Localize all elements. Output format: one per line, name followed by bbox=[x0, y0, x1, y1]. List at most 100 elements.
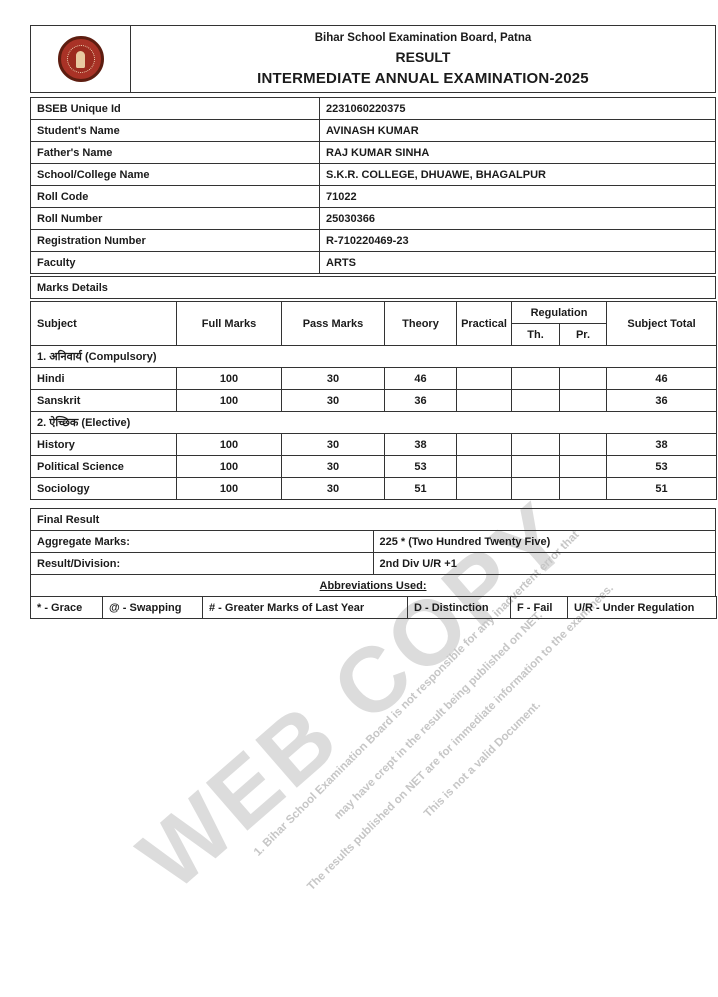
field-label-bseb-unique-id: BSEB Unique Id bbox=[30, 97, 320, 120]
full-marks-value: 100 bbox=[176, 389, 282, 412]
regulation-pr-value bbox=[559, 367, 607, 390]
regulation-pr-value bbox=[559, 477, 607, 500]
regulation-th-value bbox=[511, 455, 560, 478]
section-title-row: 2. ऐच्छिक (Elective) bbox=[30, 411, 717, 434]
exam-title: INTERMEDIATE ANNUAL EXAMINATION-2025 bbox=[257, 69, 589, 87]
field-value-roll-number: 25030366 bbox=[319, 207, 716, 230]
subject-total-value: 51 bbox=[606, 477, 717, 500]
logo-cell bbox=[31, 26, 131, 92]
section-gap bbox=[30, 500, 716, 508]
marks-row: History 100 30 38 38 bbox=[30, 433, 717, 456]
student-row: Faculty ARTS bbox=[30, 251, 716, 274]
subject-total-value: 38 bbox=[606, 433, 717, 456]
col-header-regulation: Regulation bbox=[511, 301, 607, 324]
pass-marks-value: 30 bbox=[281, 367, 385, 390]
section-title-row: 1. अनिवार्य (Compulsory) bbox=[30, 345, 717, 368]
aggregate-marks-value: 225 * (Two Hundred Twenty Five) bbox=[372, 530, 716, 553]
final-result-table: Final Result Aggregate Marks: 225 * (Two… bbox=[30, 508, 716, 597]
theory-value: 46 bbox=[384, 367, 457, 390]
section-title-compulsory: 1. अनिवार्य (Compulsory) bbox=[30, 345, 717, 368]
subject-name: Sanskrit bbox=[30, 389, 177, 412]
subject-name: Political Science bbox=[30, 455, 177, 478]
marks-row: Political Science 100 30 53 53 bbox=[30, 455, 717, 478]
subject-name: Sociology bbox=[30, 477, 177, 500]
subject-name: History bbox=[30, 433, 177, 456]
abbr-grace: * - Grace bbox=[30, 596, 103, 619]
col-header-practical: Practical bbox=[456, 301, 512, 346]
field-label-registration-number: Registration Number bbox=[30, 229, 320, 252]
aggregate-marks-row: Aggregate Marks: 225 * (Two Hundred Twen… bbox=[30, 530, 716, 553]
practical-value bbox=[456, 433, 512, 456]
marks-details-row: Marks Details bbox=[30, 276, 716, 299]
col-header-theory: Theory bbox=[384, 301, 457, 346]
student-row: School/College Name S.K.R. COLLEGE, DHUA… bbox=[30, 163, 716, 186]
result-page: Bihar School Examination Board, Patna RE… bbox=[30, 25, 717, 619]
header-titles: Bihar School Examination Board, Patna RE… bbox=[131, 26, 715, 92]
field-value-father-name: RAJ KUMAR SINHA bbox=[319, 141, 716, 164]
marks-header-row-1: Subject Full Marks Pass Marks Theory Pra… bbox=[30, 301, 717, 346]
marks-row: Sociology 100 30 51 51 bbox=[30, 477, 717, 500]
section-title-elective: 2. ऐच्छिक (Elective) bbox=[30, 411, 717, 434]
abbr-under-regulation: U/R - Under Regulation bbox=[567, 596, 717, 619]
result-title: RESULT bbox=[395, 48, 451, 65]
col-header-subject: Subject bbox=[30, 301, 177, 346]
regulation-th-value bbox=[511, 433, 560, 456]
field-label-student-name: Student's Name bbox=[30, 119, 320, 142]
full-marks-value: 100 bbox=[176, 433, 282, 456]
bseb-seal-icon bbox=[57, 36, 104, 82]
full-marks-value: 100 bbox=[176, 367, 282, 390]
pass-marks-value: 30 bbox=[281, 477, 385, 500]
field-value-roll-code: 71022 bbox=[319, 185, 716, 208]
student-row: Roll Number 25030366 bbox=[30, 207, 716, 230]
regulation-th-value bbox=[511, 367, 560, 390]
regulation-pr-value bbox=[559, 389, 607, 412]
col-header-regulation-th: Th. bbox=[511, 323, 560, 346]
practical-value bbox=[456, 455, 512, 478]
full-marks-value: 100 bbox=[176, 477, 282, 500]
aggregate-marks-label: Aggregate Marks: bbox=[30, 530, 374, 553]
abbreviations-title-cell: Abbreviations Used: bbox=[30, 574, 716, 597]
field-label-father-name: Father's Name bbox=[30, 141, 320, 164]
marks-row: Hindi 100 30 46 46 bbox=[30, 367, 717, 390]
abbr-greater-marks: # - Greater Marks of Last Year bbox=[202, 596, 408, 619]
regulation-pr-value bbox=[559, 433, 607, 456]
subject-total-value: 46 bbox=[606, 367, 717, 390]
theory-value: 36 bbox=[384, 389, 457, 412]
bseb-seal-figure bbox=[76, 50, 85, 68]
field-value-registration-number: R-710220469-23 bbox=[319, 229, 716, 252]
col-header-full-marks: Full Marks bbox=[176, 301, 282, 346]
marks-details-label: Marks Details bbox=[30, 276, 716, 299]
abbreviations-title-row: Abbreviations Used: bbox=[30, 574, 716, 597]
marks-row: Sanskrit 100 30 36 36 bbox=[30, 389, 717, 412]
subject-total-value: 36 bbox=[606, 389, 717, 412]
regulation-pr-value bbox=[559, 455, 607, 478]
field-value-student-name: AVINASH KUMAR bbox=[319, 119, 716, 142]
pass-marks-value: 30 bbox=[281, 389, 385, 412]
abbreviations-table: * - Grace @ - Swapping # - Greater Marks… bbox=[30, 596, 717, 619]
student-row: Roll Code 71022 bbox=[30, 185, 716, 208]
bseb-seal-inner-ring bbox=[66, 45, 95, 73]
abbreviations-row: * - Grace @ - Swapping # - Greater Marks… bbox=[30, 596, 717, 619]
practical-value bbox=[456, 389, 512, 412]
abbreviations-title: Abbreviations Used: bbox=[319, 579, 427, 592]
marks-details-band: Marks Details bbox=[30, 276, 716, 299]
field-value-bseb-unique-id: 2231060220375 bbox=[319, 97, 716, 120]
board-name: Bihar School Examination Board, Patna bbox=[314, 31, 532, 44]
student-row: Father's Name RAJ KUMAR SINHA bbox=[30, 141, 716, 164]
result-division-row: Result/Division: 2nd Div U/R +1 bbox=[30, 552, 716, 575]
field-label-faculty: Faculty bbox=[30, 251, 320, 274]
practical-value bbox=[456, 477, 512, 500]
abbr-fail: F - Fail bbox=[510, 596, 568, 619]
result-division-label: Result/Division: bbox=[30, 552, 374, 575]
final-result-title: Final Result bbox=[30, 508, 716, 531]
practical-value bbox=[456, 367, 512, 390]
pass-marks-value: 30 bbox=[281, 455, 385, 478]
result-header: Bihar School Examination Board, Patna RE… bbox=[30, 25, 716, 93]
abbr-swapping: @ - Swapping bbox=[102, 596, 203, 619]
student-row: Student's Name AVINASH KUMAR bbox=[30, 119, 716, 142]
field-label-roll-number: Roll Number bbox=[30, 207, 320, 230]
field-value-faculty: ARTS bbox=[319, 251, 716, 274]
subject-name: Hindi bbox=[30, 367, 177, 390]
regulation-th-value bbox=[511, 389, 560, 412]
theory-value: 53 bbox=[384, 455, 457, 478]
